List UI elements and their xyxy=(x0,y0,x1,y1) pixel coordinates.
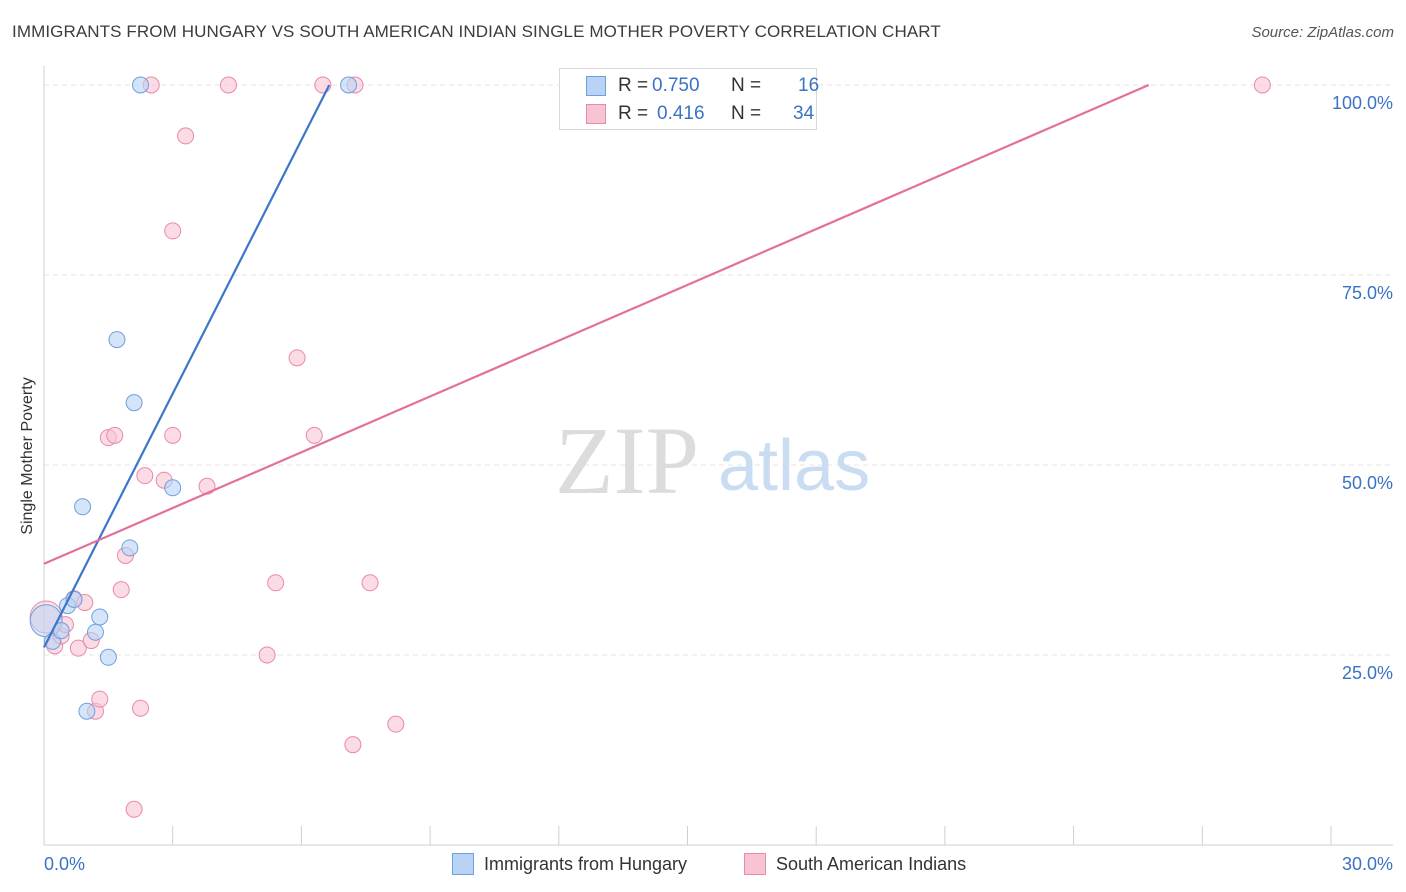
sai-point xyxy=(344,736,362,754)
legend-r-label: R = xyxy=(618,103,649,124)
legend-swatch-sai xyxy=(586,104,606,124)
legend-r-value: 0.750 xyxy=(652,75,700,96)
sai-point xyxy=(177,127,195,145)
hungary-point xyxy=(78,702,96,720)
hungary-point xyxy=(132,76,150,94)
sai-point xyxy=(258,646,276,664)
sai-point xyxy=(288,349,306,367)
sai-point xyxy=(164,222,182,240)
y-tick-label: 50.0% xyxy=(1342,473,1393,493)
hungary-points xyxy=(29,76,358,720)
correlation-legend: R = 0.750 N = 16 R = 0.416 N = 34 xyxy=(559,68,820,130)
bottom-legend-swatch-sai xyxy=(744,853,766,875)
sai-point xyxy=(112,581,130,599)
hungary-trend-line xyxy=(43,84,331,648)
watermark-atlas: atlas xyxy=(718,426,870,506)
hungary-point xyxy=(86,623,104,641)
sai-point xyxy=(305,426,323,444)
bottom-legend-label-sai: South American Indians xyxy=(776,854,967,874)
sai-point xyxy=(387,715,405,733)
trend-lines xyxy=(43,83,1150,648)
sai-point xyxy=(132,699,150,717)
source-credit: Source: ZipAtlas.com xyxy=(1251,24,1394,41)
legend-swatch-hungary xyxy=(586,76,606,96)
legend-n-value: 16 xyxy=(798,75,820,96)
watermark-zip: ZIP xyxy=(555,407,699,514)
bottom-legend-label-hungary: Immigrants from Hungary xyxy=(484,854,688,874)
sai-point xyxy=(125,800,143,818)
hungary-point xyxy=(74,498,92,516)
y-tick-label: 75.0% xyxy=(1342,283,1393,303)
axes xyxy=(43,66,1393,846)
hungary-point xyxy=(121,539,139,557)
sai-point xyxy=(267,574,285,592)
y-tick-label: 100.0% xyxy=(1332,93,1393,113)
legend-n-label: N = xyxy=(731,75,762,96)
sai-point xyxy=(219,76,237,94)
sai-point xyxy=(1253,76,1271,94)
hungary-point xyxy=(340,76,358,94)
watermark: ZIP atlas xyxy=(555,407,870,514)
legend-n-value: 34 xyxy=(793,103,815,124)
tick-labels: 25.0% 50.0% 75.0% 100.0% 0.0% 30.0% xyxy=(44,93,1393,874)
sai-point xyxy=(164,426,182,444)
hungary-point xyxy=(91,608,109,626)
x-tick-label: 0.0% xyxy=(44,854,85,874)
grid-lines xyxy=(44,84,1393,656)
hungary-point xyxy=(108,331,126,349)
y-tick-label: 25.0% xyxy=(1342,663,1393,683)
hungary-point xyxy=(164,479,182,497)
hungary-point xyxy=(99,648,117,666)
chart-title: IMMIGRANTS FROM HUNGARY VS SOUTH AMERICA… xyxy=(12,22,941,41)
bottom-legend-swatch-hungary xyxy=(452,853,474,875)
sai-point xyxy=(106,426,124,444)
legend-n-label: N = xyxy=(731,103,762,124)
legend-r-label: R = xyxy=(618,75,649,96)
sai-point xyxy=(361,574,379,592)
sai-trend-line xyxy=(43,83,1150,565)
legend-r-value: 0.416 xyxy=(657,103,705,124)
sai-point xyxy=(136,467,154,485)
sai-point xyxy=(69,639,87,657)
hungary-point xyxy=(125,394,143,412)
x-tick-label: 30.0% xyxy=(1342,854,1393,874)
sai-point xyxy=(91,690,109,708)
